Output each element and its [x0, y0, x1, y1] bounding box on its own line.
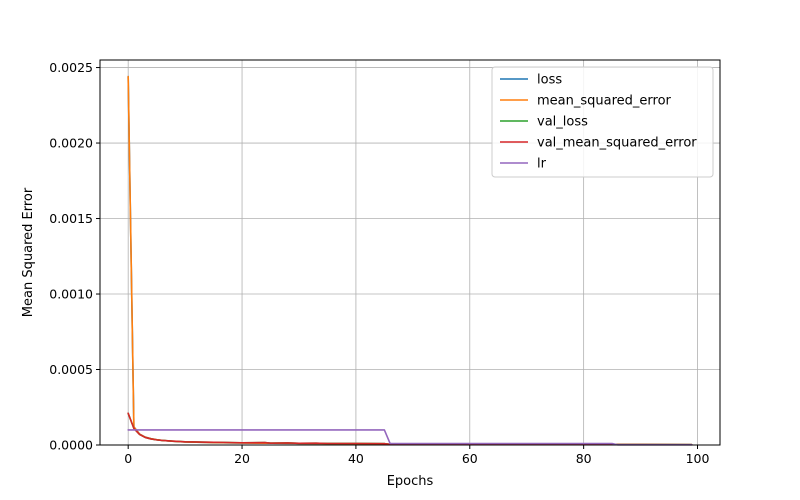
- x-tick-label: 0: [124, 451, 132, 466]
- series-line-val-mean-squared-error: [127, 412, 693, 446]
- x-tick-label: 60: [462, 451, 478, 466]
- x-axis-label: Epochs: [387, 474, 434, 489]
- legend: loss mean_squared_error val_loss val_mean_s…: [491, 66, 714, 178]
- y-tick-label: 0.0010: [49, 287, 93, 302]
- plot-frame: [99, 59, 721, 446]
- y-tick-label: 0.0020: [49, 136, 93, 151]
- legend-box: [491, 66, 714, 178]
- x-tick-label: 100: [686, 451, 710, 466]
- y-tick-label: 0.0000: [49, 438, 93, 453]
- y-tick-label: 0.0015: [49, 211, 93, 226]
- legend-label: mean_squared_error: [537, 94, 672, 109]
- x-tick-label: 20: [234, 451, 250, 466]
- y-tick-label: 0.0025: [49, 60, 93, 75]
- x-axis: 0 20 40 60 80 100: [124, 445, 709, 466]
- legend-label: val_mean_squared_error: [537, 136, 697, 151]
- legend-label: loss: [537, 73, 562, 88]
- x-tick-label: 40: [348, 451, 364, 466]
- y-tick-label: 0.0005: [49, 362, 93, 377]
- y-axis-label: Mean Squared Error: [21, 187, 36, 317]
- y-axis: 0.0000 0.0005 0.0010 0.0015 0.0020 0.0025: [49, 60, 100, 453]
- x-tick-label: 80: [576, 451, 592, 466]
- legend-label: lr: [537, 157, 547, 172]
- legend-label: val_loss: [537, 115, 588, 130]
